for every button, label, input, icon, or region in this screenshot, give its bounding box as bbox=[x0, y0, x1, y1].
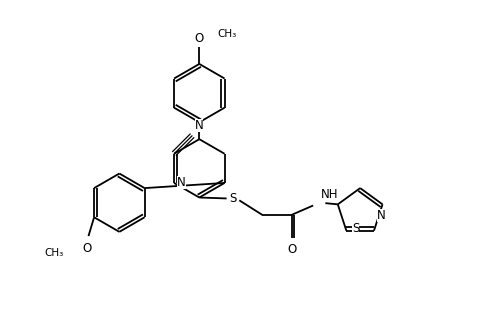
Text: CH₃: CH₃ bbox=[217, 29, 237, 39]
Text: O: O bbox=[195, 32, 204, 45]
Text: S: S bbox=[229, 192, 237, 205]
Text: NH: NH bbox=[321, 188, 338, 201]
Text: O: O bbox=[287, 243, 296, 256]
Text: O: O bbox=[82, 242, 91, 255]
Text: CH₃: CH₃ bbox=[45, 248, 64, 258]
Text: N: N bbox=[177, 176, 185, 190]
Text: N: N bbox=[377, 209, 386, 222]
Text: S: S bbox=[352, 222, 359, 235]
Text: N: N bbox=[195, 119, 203, 132]
